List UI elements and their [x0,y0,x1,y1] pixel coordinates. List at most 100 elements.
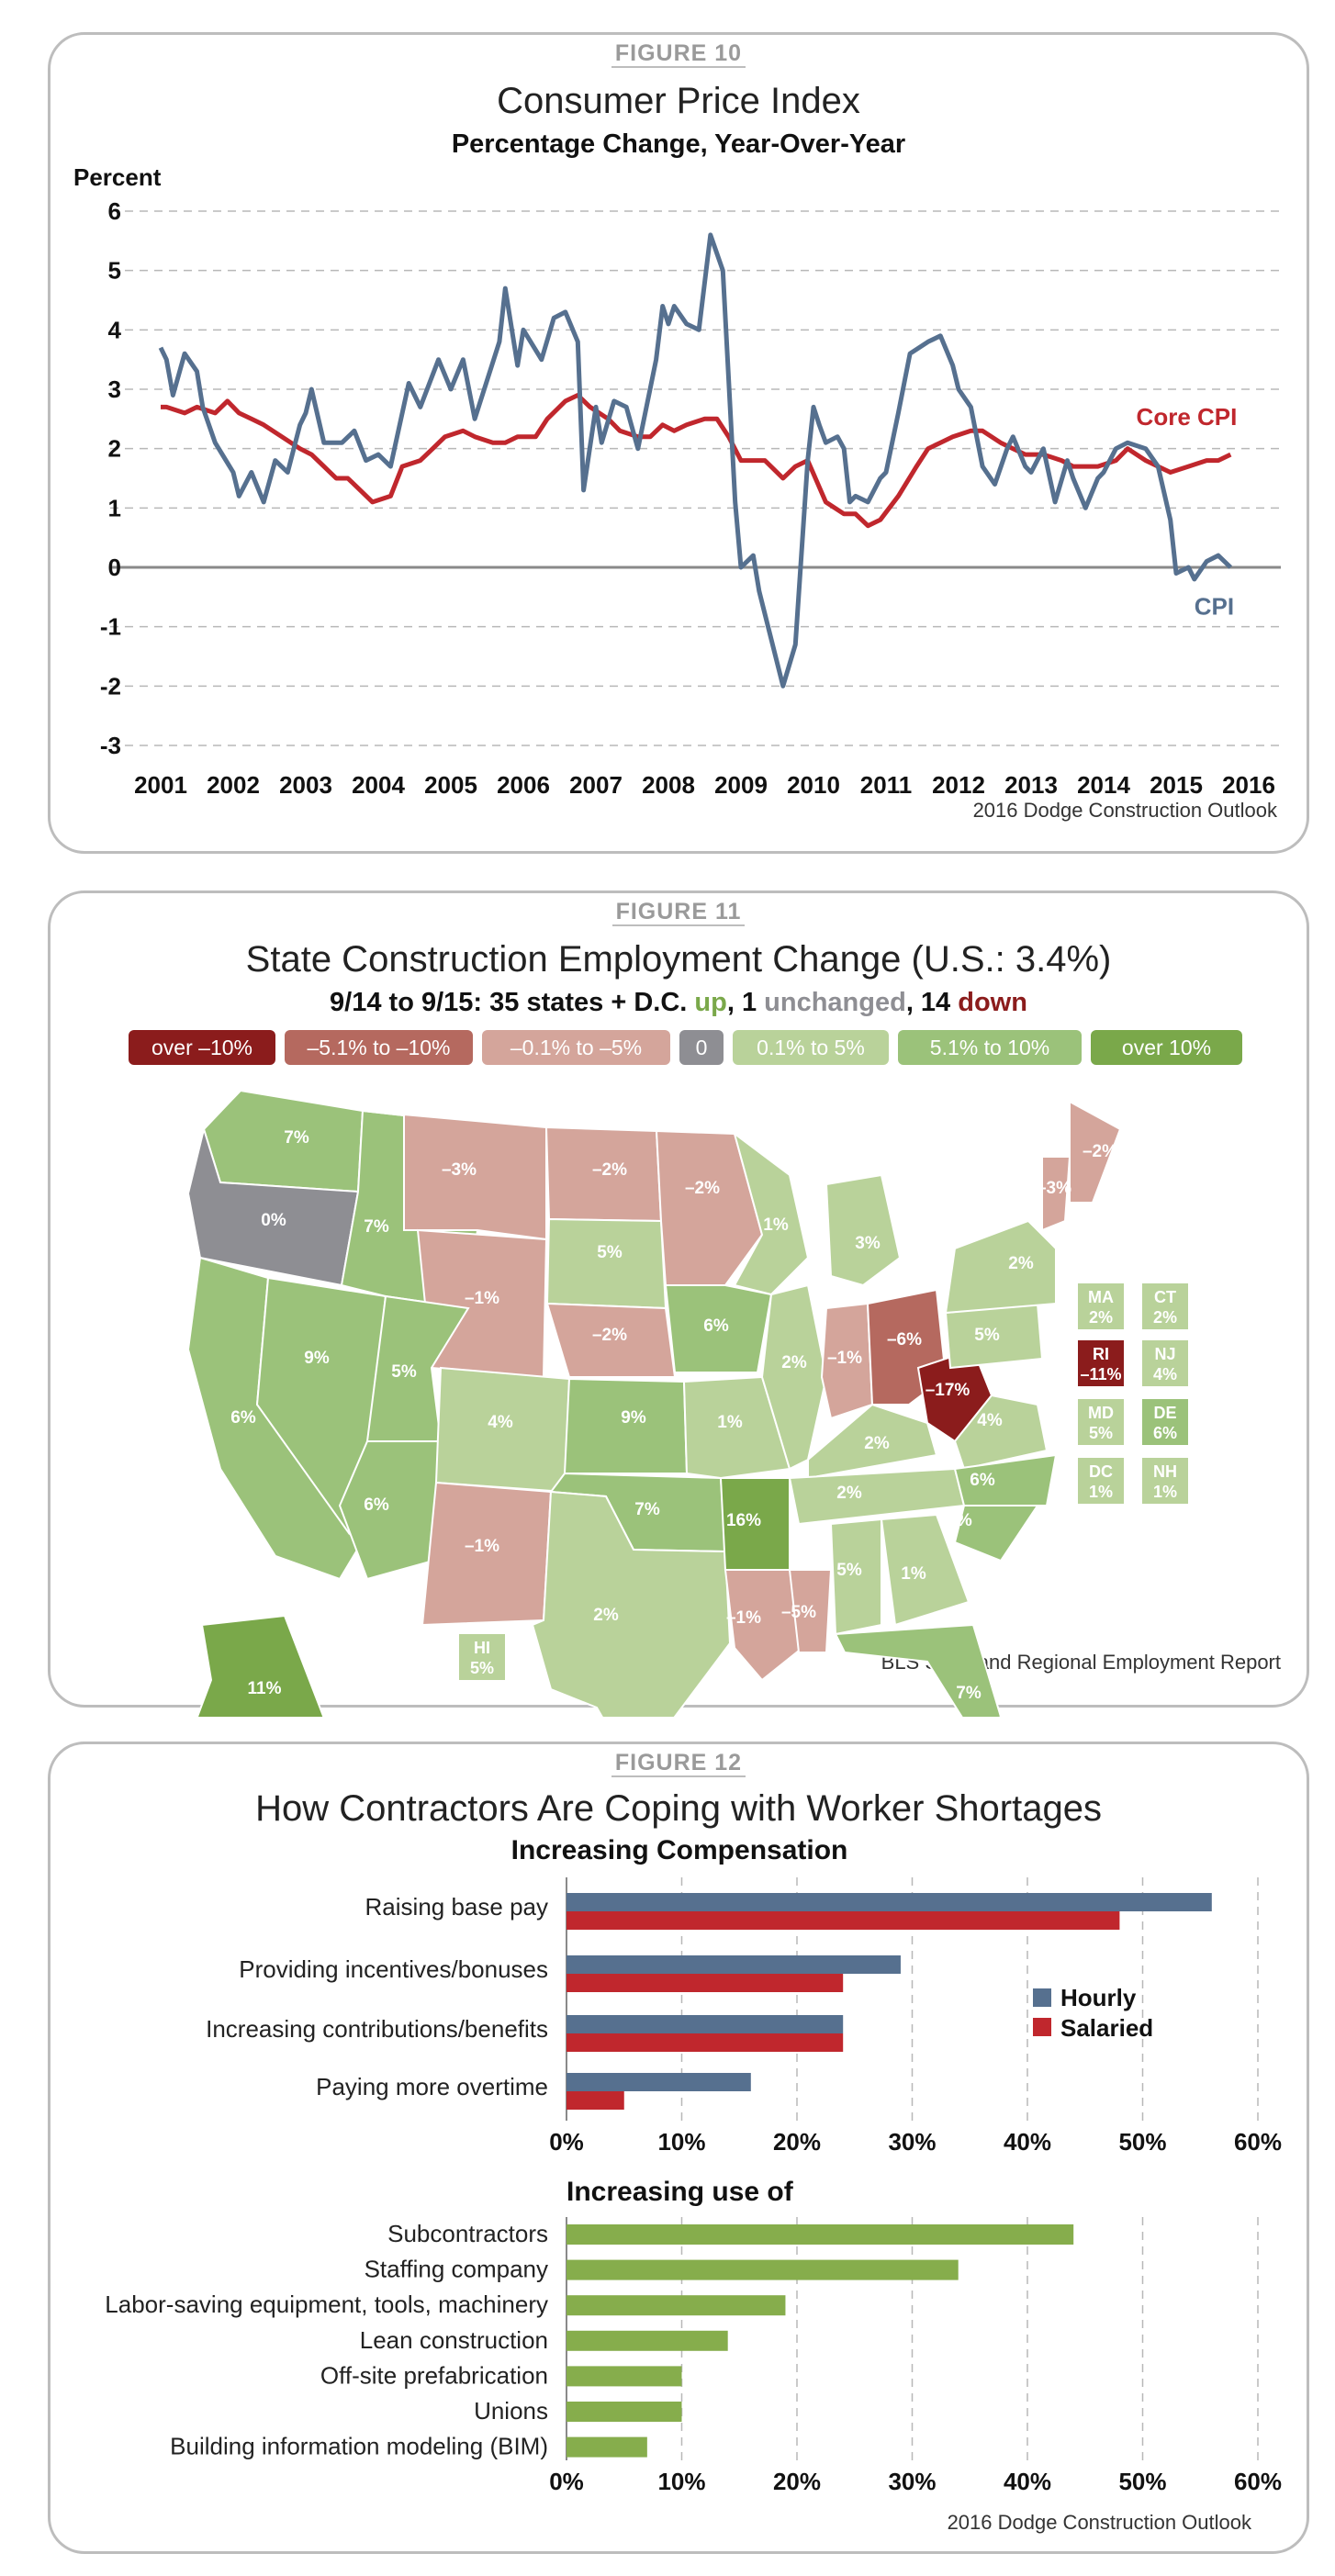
core-cpi-line [161,393,1232,529]
map-state-shapes [186,1089,1122,1717]
state-me [1069,1100,1122,1204]
state-label-sd: 5% [597,1243,623,1262]
state-label-me: –2% [1083,1142,1117,1161]
state-label-ga: 1% [901,1564,926,1584]
state-label-oh: –6% [887,1330,922,1350]
worker-shortage-bar-charts: Increasing Compensation 0% 10% 20% 30% 40% 50%… [105,1835,1282,2495]
state-in [820,1302,874,1420]
x-tick-label: 2012 [932,771,985,799]
cpi-y-axis-label: Percent [73,163,162,191]
state-va [953,1394,1049,1471]
x-tick-label: 2015 [1150,771,1203,799]
state-label-id: 7% [364,1217,389,1237]
state-label-mt: –3% [442,1160,477,1180]
subtitle-part: , 14 [905,988,959,1017]
y-tick-label: 6 [108,197,121,225]
state-label-ca: 6% [230,1408,256,1428]
bar [567,2330,728,2351]
state-label-wv: –17% [926,1381,970,1400]
category-label: Unions [474,2397,548,2425]
state-ga [880,1513,970,1627]
bar-salaried [567,2091,624,2110]
small-state-abbr: NH [1153,1462,1177,1481]
x-tick-label: 10% [657,2468,705,2495]
cpi-series-label: CPI [1195,593,1234,621]
x-tick-label: 30% [888,2128,936,2156]
small-state-abbr: HI [474,1639,490,1657]
x-tick-label: 2006 [497,771,550,799]
category-label: Paying more overtime [316,2073,548,2100]
bar [567,2295,786,2316]
cpi-grid [110,210,1281,746]
compensation-bar-chart: Increasing Compensation 0% 10% 20% 30% 40% 50%… [206,1835,1282,2156]
state-label-ny: 2% [1008,1254,1034,1273]
small-state-abbr: MD [1088,1404,1114,1422]
category-label: Raising base pay [365,1893,548,1921]
y-tick-label: -1 [100,613,121,641]
small-state-value: 2% [1152,1308,1177,1327]
bar-hourly [567,1955,901,1974]
state-sc [953,1505,1039,1562]
figure10-source: 2016 Dodge Construction Outlook [972,799,1277,822]
state-label-ia: 6% [703,1316,729,1336]
x-tick-label: 0% [549,2468,584,2495]
state-sd [545,1217,668,1310]
state-label-al: 5% [836,1561,862,1580]
x-tick-label: 50% [1118,2128,1166,2156]
state-label-nc: 6% [970,1471,995,1490]
x-tick-label: 60% [1234,2468,1282,2495]
x-tick-label: 2013 [1004,771,1058,799]
state-label-ms: –5% [781,1603,816,1622]
state-label-wy: –1% [465,1289,499,1308]
state-label-az: 6% [364,1495,389,1515]
x-tick-label: 20% [773,2128,821,2156]
figure11-label-text: FIGURE 11 [611,899,746,926]
figure12-label: FIGURE 12 [50,1750,1307,1777]
small-state-value: 6% [1152,1424,1177,1442]
state-label-ut: 5% [391,1362,417,1382]
x-tick-label: 50% [1118,2468,1166,2495]
state-al [829,1518,882,1636]
y-tick-label: 2 [108,435,121,463]
x-tick-label: 2002 [207,771,260,799]
small-state-abbr: DE [1153,1404,1177,1422]
state-label-la: –1% [726,1608,761,1628]
state-label-va: 4% [977,1411,1003,1430]
subtitle-down: down [958,988,1027,1017]
cpi-line [158,232,1233,689]
figure12-label-text: FIGURE 12 [611,1750,746,1777]
y-tick-label: 5 [108,257,121,285]
state-az [338,1440,443,1581]
state-label-nm: –1% [465,1537,499,1556]
x-tick-label: 10% [657,2128,705,2156]
small-state-box-de: DE 6% [1142,1399,1188,1445]
state-label-ks: 9% [621,1408,646,1428]
figure12-title: How Contractors Are Coping with Worker S… [255,1788,1102,1829]
y-tick-label: 1 [108,494,121,521]
bar-hourly [567,2015,844,2033]
state-label-fl: 7% [956,1684,982,1703]
state-label-ne: –2% [592,1326,627,1345]
state-label-nd: –2% [592,1160,627,1180]
small-state-abbr: MA [1088,1288,1114,1306]
state-tn [788,1467,966,1526]
us-state-map: 7% 0% 6% 9% 7% –3% –1% 5% 6% 4% –1% –2% 5% –2% 9% 7% 2% –… [186,1089,1122,1717]
small-state-value: 4% [1152,1365,1177,1383]
x-tick-label: 40% [1004,2468,1051,2495]
subtitle-up: up [694,988,727,1017]
state-label-wa: 7% [284,1128,309,1148]
state-label-co: 4% [488,1413,513,1432]
small-state-abbr: DC [1089,1462,1113,1481]
state-label-vt: –3% [1037,1179,1071,1198]
x-tick-label: 2007 [569,771,623,799]
y-tick-label: 0 [108,554,121,581]
legend-chip: –5.1% to –10% [285,1030,473,1065]
legend-swatch-salaried [1033,2018,1051,2036]
figure11-subtitle: 9/14 to 9/15: 35 states + D.C. up, 1 unc… [50,988,1307,1018]
compensation-chart-title: Increasing Compensation [511,1835,848,1865]
figure11-title: State Construction Employment Change (U.… [245,939,1112,980]
state-tx [531,1490,732,1717]
bar [567,2402,682,2422]
map-state-labels: 7% 0% 6% 9% 7% –3% –1% 5% 6% 4% –1% –2% 5% –2% 9% 7% 2% –… [230,1128,1117,1703]
state-label-wi: 1% [763,1215,789,1235]
